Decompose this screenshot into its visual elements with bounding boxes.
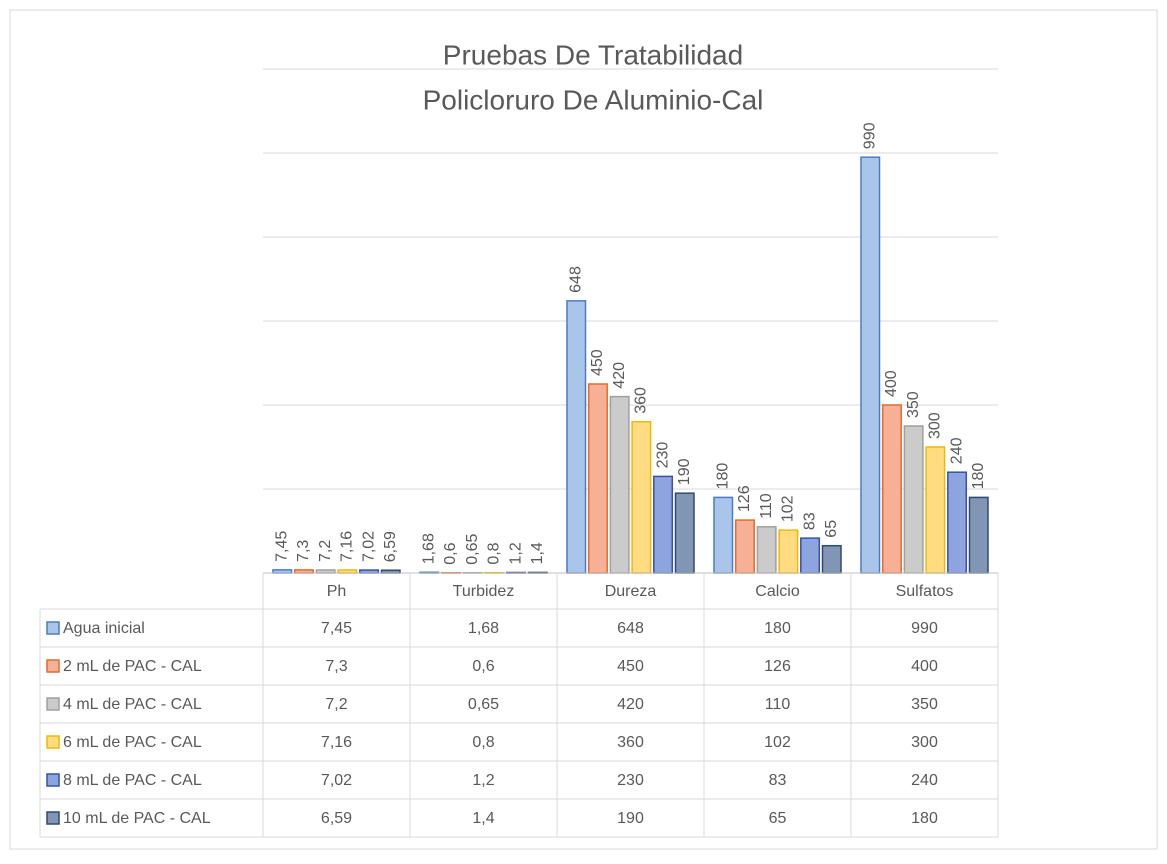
table-cell: 420 (617, 696, 644, 713)
legend-label: 6 mL de PAC - CAL (63, 734, 202, 751)
legend-swatch (47, 698, 59, 710)
bar (948, 472, 967, 573)
data-label: 420 (611, 362, 628, 389)
data-label: 1,68 (420, 533, 437, 564)
bar (632, 422, 651, 573)
data-label: 7,3 (295, 540, 312, 562)
bar (714, 497, 733, 573)
table-cell: 1,2 (472, 772, 494, 789)
table-cell: 7,2 (325, 696, 347, 713)
data-label: 7,45 (273, 531, 290, 562)
legend-swatch (47, 622, 59, 634)
chart-title: Pruebas De Tratabilidad (443, 39, 743, 70)
bar (610, 397, 629, 573)
data-label: 240 (948, 437, 965, 464)
table-cell: 0,8 (472, 734, 494, 751)
table-cell: 110 (765, 696, 791, 713)
bar (736, 520, 755, 573)
data-label: 180 (714, 463, 731, 490)
table-cell: 83 (769, 772, 787, 789)
data-label: 126 (736, 485, 753, 512)
table-cell: 300 (911, 734, 938, 751)
legend-swatch (47, 812, 59, 824)
table-cell: 0,65 (468, 696, 499, 713)
legend-label: 8 mL de PAC - CAL (63, 772, 202, 789)
legend-swatch (47, 736, 59, 748)
x-tick-label: Ph (327, 583, 347, 600)
legend-label: 10 mL de PAC - CAL (63, 810, 211, 827)
x-tick-label: Dureza (605, 583, 657, 600)
table-cell: 1,4 (472, 810, 494, 827)
table-cell: 7,45 (321, 620, 352, 637)
chart-subtitle: Policloruro De Aluminio-Cal (423, 84, 764, 115)
table-cell: 400 (911, 658, 938, 675)
table-cell: 0,6 (472, 658, 494, 675)
table-cell: 7,3 (325, 658, 347, 675)
data-label: 450 (589, 349, 606, 376)
table-cell: 450 (617, 658, 644, 675)
data-label: 7,16 (339, 531, 356, 562)
bar (757, 527, 776, 573)
data-label: 0,65 (464, 533, 481, 564)
bar (926, 447, 945, 573)
bar (861, 157, 880, 573)
data-label: 360 (633, 387, 650, 414)
bar (567, 301, 586, 573)
legend-label: 2 mL de PAC - CAL (63, 658, 202, 675)
x-tick-label: Turbidez (453, 583, 515, 600)
table-cell: 990 (911, 620, 938, 637)
data-label: 0,8 (486, 542, 503, 564)
bar (654, 476, 673, 573)
data-label: 83 (801, 512, 818, 530)
table-cell: 102 (764, 734, 791, 751)
data-label: 350 (905, 391, 922, 418)
bar (589, 384, 608, 573)
table-cell: 230 (617, 772, 644, 789)
table-cell: 180 (911, 810, 938, 827)
table-cell: 190 (617, 810, 644, 827)
data-label: 102 (780, 495, 797, 522)
bar (676, 493, 695, 573)
x-tick-label: Calcio (755, 583, 800, 600)
table-cell: 648 (617, 620, 644, 637)
data-label: 180 (970, 463, 987, 490)
table-cell: 180 (764, 620, 791, 637)
data-label: 7,02 (360, 531, 377, 562)
bar (883, 405, 902, 573)
data-label: 0,6 (442, 542, 459, 564)
data-label: 6,59 (382, 531, 399, 562)
legend-swatch (47, 774, 59, 786)
bar (904, 426, 923, 573)
legend-swatch (47, 660, 59, 672)
legend-label: 4 mL de PAC - CAL (63, 696, 202, 713)
data-label: 990 (861, 122, 878, 149)
data-label: 648 (567, 266, 584, 293)
bar (823, 546, 842, 573)
data-label: 65 (823, 520, 840, 538)
data-label: 1,4 (529, 542, 546, 564)
legend-label: Agua inicial (63, 620, 145, 637)
table-cell: 1,68 (468, 620, 499, 637)
table-cell: 126 (764, 658, 791, 675)
bar (970, 497, 989, 573)
data-label: 1,2 (507, 542, 524, 564)
table-cell: 65 (769, 810, 787, 827)
table-cell: 360 (617, 734, 644, 751)
table-cell: 350 (911, 696, 938, 713)
table-cell: 7,02 (321, 772, 352, 789)
data-label: 110 (758, 493, 775, 519)
data-label: 7,2 (317, 540, 334, 562)
data-label: 400 (883, 370, 900, 397)
table-cell: 6,59 (321, 810, 352, 827)
bar (779, 530, 798, 573)
bar (801, 538, 820, 573)
data-label: 230 (654, 442, 671, 469)
data-label: 300 (927, 412, 944, 439)
data-label: 190 (676, 458, 693, 485)
table-cell: 7,16 (321, 734, 352, 751)
table-cell: 240 (911, 772, 938, 789)
x-tick-label: Sulfatos (896, 583, 954, 600)
